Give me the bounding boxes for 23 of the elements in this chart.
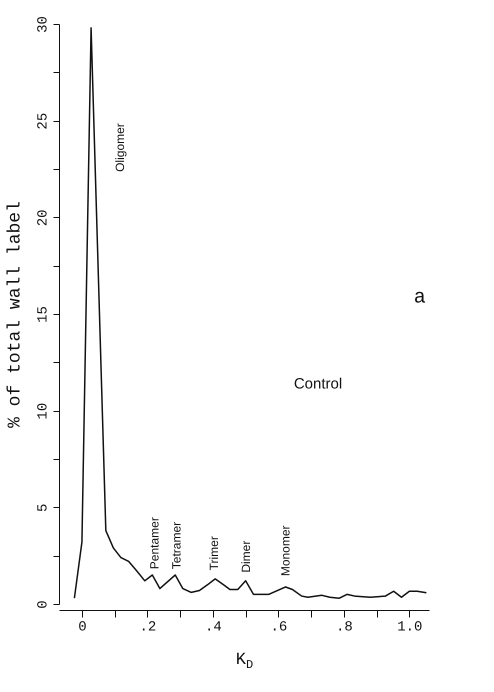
y-tick-label: 20 [36,209,52,226]
x-tick-label: .6 [270,620,288,636]
y-tick-label: 5 [36,504,52,512]
line-series [74,27,428,599]
y-tick-label: 0 [36,600,52,609]
x-tick-label: 1.0 [397,620,422,636]
x-tick-label: .8 [336,620,353,636]
y-tick-label: 15 [36,306,52,323]
y-tick-label: 30 [36,16,52,33]
y-axis-title: % of total wall label [6,201,26,428]
y-tick-label: 25 [36,112,52,130]
annotation: Trimer [207,536,222,570]
x-tick-label: 0 [78,620,87,636]
y-tick-label: 10 [36,402,52,420]
annotation: a [414,286,426,310]
x-tick-label: .2 [140,620,156,636]
annotation: Oligomer [113,123,128,172]
annotation: Dimer [238,540,253,573]
annotation: Tetramer [170,522,184,570]
annotation: Pentamer [147,517,162,570]
annotation: Control [294,376,342,393]
x-tick-label: .4 [204,620,222,636]
annotation: Monomer [278,525,292,576]
